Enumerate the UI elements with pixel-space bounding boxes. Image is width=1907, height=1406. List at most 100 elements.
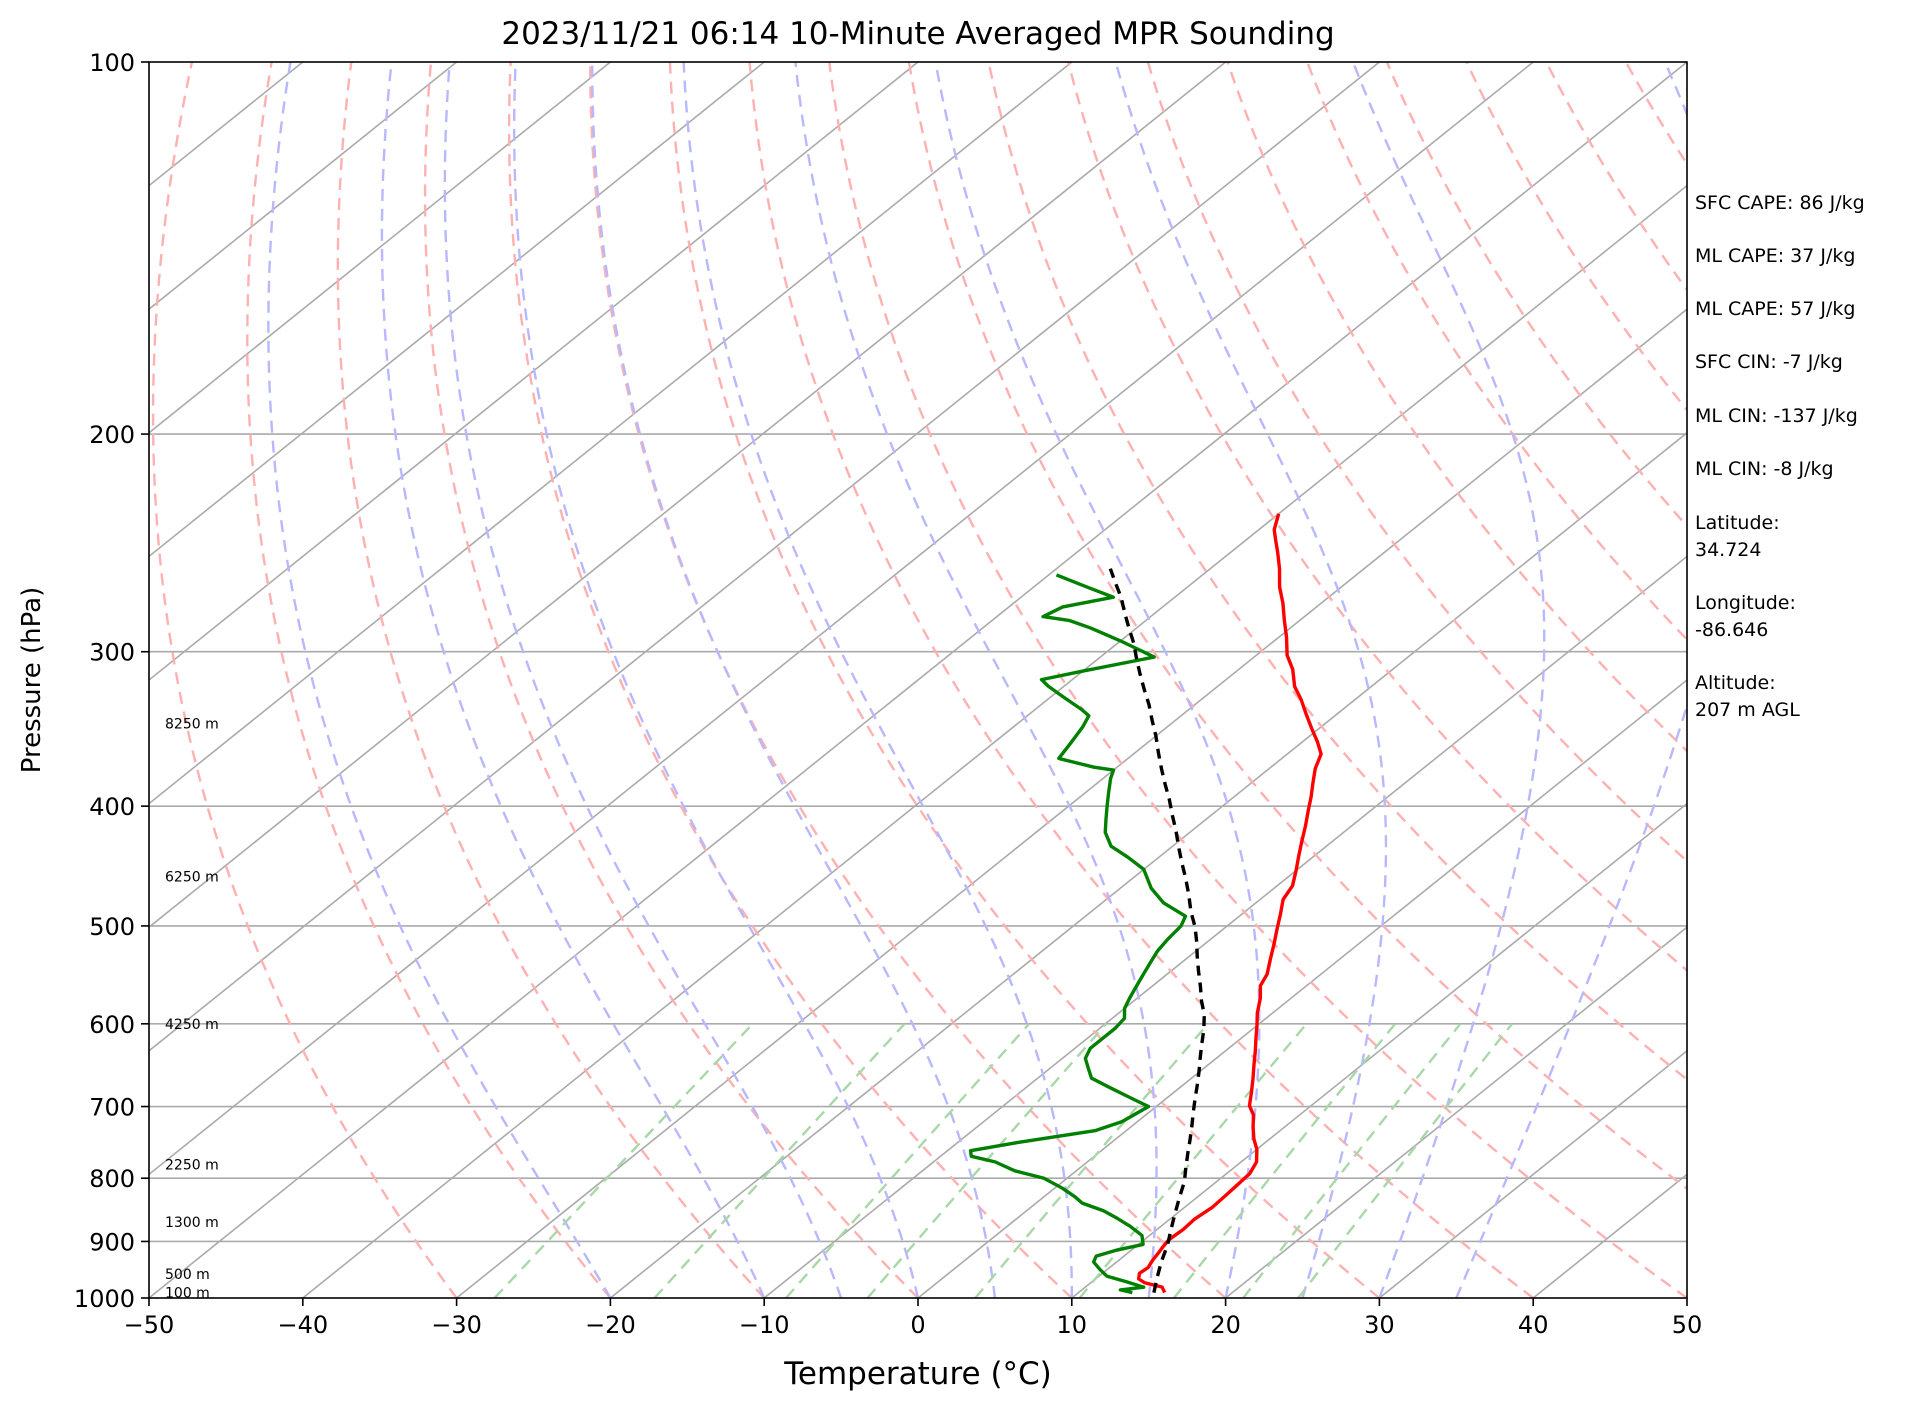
mixing-ratio-line <box>866 1022 1108 1298</box>
moist-adiabat-line <box>794 62 1158 1298</box>
y-tick-label: 1000 <box>74 1285 135 1313</box>
dry-adiabat-line <box>246 62 612 1298</box>
isotherm-line <box>149 62 611 434</box>
y-axis-ticks: 100 200 300 400 500 600 700 800 900 1000 <box>74 49 149 1313</box>
dry-adiabat-line <box>1146 62 1687 863</box>
sfc-cin-text: SFC CIN: -7 J/kg <box>1695 351 1843 373</box>
x-tick-label: 50 <box>1672 1311 1703 1339</box>
moist-adiabat-line <box>591 62 997 1298</box>
y-tick-label: 900 <box>89 1228 135 1256</box>
x-tick-label: −20 <box>585 1311 636 1339</box>
x-tick-label: 10 <box>1057 1311 1088 1339</box>
moist-adiabat-line <box>1455 62 1687 1298</box>
temperature-profile-line <box>1136 513 1323 1294</box>
x-tick-label: −40 <box>277 1311 328 1339</box>
y-tick-label: 400 <box>89 793 135 821</box>
dry-adiabat-line <box>987 62 1687 1081</box>
x-tick-label: −30 <box>431 1311 482 1339</box>
x-axis-ticks: −50 −40 −30 −20 −10 0 10 20 30 40 50 <box>124 1298 1703 1339</box>
dry-adiabat-line <box>507 62 1073 1298</box>
longitude-label: Longitude: <box>1695 592 1796 614</box>
isotherm-line <box>149 62 458 311</box>
y-tick-label: 600 <box>89 1011 135 1039</box>
height-label: 1300 m <box>165 1215 219 1231</box>
dry-adiabat-line <box>1067 62 1687 972</box>
isotherm-line <box>149 62 1073 805</box>
moist-adiabat-line <box>512 62 920 1298</box>
height-label: 2250 m <box>165 1158 219 1174</box>
altitude-value: 207 m AGL <box>1695 699 1800 721</box>
altitude-label: Altitude: <box>1695 672 1776 694</box>
mixing-ratio-line <box>1173 1023 1397 1298</box>
dry-adiabat-line <box>589 62 1227 1298</box>
isotherm-line <box>1071 802 1687 1298</box>
longitude-value: -86.646 <box>1695 619 1769 641</box>
mixing-ratio-line <box>653 1022 906 1298</box>
moist-adiabat-line <box>267 62 612 1298</box>
dry-adiabat-line <box>1226 62 1687 753</box>
isotherm-line <box>917 678 1687 1298</box>
sounding-series <box>968 513 1323 1295</box>
isotherm-line <box>1378 1049 1687 1298</box>
isotherm-line <box>149 62 1534 1176</box>
isotherm-line <box>149 62 1380 1052</box>
isotherm-line <box>149 62 919 682</box>
dry-adiabat-line <box>668 62 1381 1298</box>
x-tick-label: 40 <box>1518 1311 1549 1339</box>
isotherm-line <box>763 555 1687 1298</box>
chart-title: 2023/11/21 06:14 10-Minute Averaged MPR … <box>501 16 1334 52</box>
latitude-label: Latitude: <box>1695 512 1780 534</box>
dry-adiabat-line <box>748 62 1534 1298</box>
height-label: 500 m <box>165 1267 210 1283</box>
moist-adiabat-line <box>380 62 766 1298</box>
latitude-value: 34.724 <box>1695 539 1762 561</box>
dry-adiabat-line <box>1465 62 1687 412</box>
mixing-ratio-line <box>974 1023 1209 1298</box>
mixing-ratio-line <box>493 1022 754 1298</box>
moist-adiabat-line <box>1114 62 1388 1298</box>
mixing-ratio-line <box>1078 1023 1308 1298</box>
height-label: 100 m <box>165 1286 210 1302</box>
y-tick-label: 200 <box>89 421 135 449</box>
dry-adiabat-line <box>828 62 1687 1298</box>
mixing-ratio-line <box>1242 1023 1462 1298</box>
x-tick-label: 30 <box>1364 1311 1395 1339</box>
isotherm-line <box>149 62 1687 1298</box>
height-label: 4250 m <box>165 1017 219 1033</box>
dry-adiabat-line <box>151 62 458 1298</box>
mixing-ratio-line <box>785 1022 1031 1298</box>
dewpoint-profile-line <box>968 573 1188 1295</box>
moist-adiabat-line <box>934 62 1261 1298</box>
y-axis-label: Pressure (hPa) <box>17 587 47 774</box>
mixing-ratio-line <box>1297 1023 1514 1298</box>
isotherm-line <box>609 431 1687 1298</box>
ml-cin-text: ML CIN: -137 J/kg <box>1695 405 1858 427</box>
sfc-cape-text: SFC CAPE: 86 J/kg <box>1695 192 1865 214</box>
x-axis-label: Temperature (°C) <box>783 1356 1052 1392</box>
height-labels: 100 m 500 m 1300 m 2250 m 4250 m 6250 m 8250 m <box>165 717 219 1302</box>
isotherm-line <box>302 184 1687 1298</box>
moist-adiabat-line <box>682 62 1074 1298</box>
parcel-profile-line <box>1108 568 1206 1293</box>
y-tick-label: 800 <box>89 1165 135 1193</box>
y-tick-label: 500 <box>89 913 135 941</box>
dry-adiabat-line <box>336 62 766 1298</box>
isotherm-line <box>456 308 1687 1298</box>
moist-adiabat-line <box>1351 62 1546 1298</box>
dry-adiabat-line <box>907 62 1687 1191</box>
dry-adiabat-line <box>1306 62 1687 642</box>
x-tick-label: 20 <box>1210 1311 1241 1339</box>
ml-cape-text-2: ML CAPE: 57 J/kg <box>1695 298 1856 320</box>
y-tick-label: 100 <box>89 49 135 77</box>
x-tick-label: 0 <box>910 1311 925 1339</box>
isotherm-line <box>149 62 765 558</box>
ml-cin-text-2: ML CIN: -8 J/kg <box>1695 458 1834 480</box>
y-tick-label: 300 <box>89 639 135 667</box>
x-tick-label: −10 <box>739 1311 790 1339</box>
background-lines <box>149 62 1907 1298</box>
dry-adiabat-line <box>1865 62 1907 1298</box>
y-tick-label: 700 <box>89 1094 135 1122</box>
isotherm-line <box>1225 926 1687 1298</box>
height-label: 8250 m <box>165 717 219 733</box>
